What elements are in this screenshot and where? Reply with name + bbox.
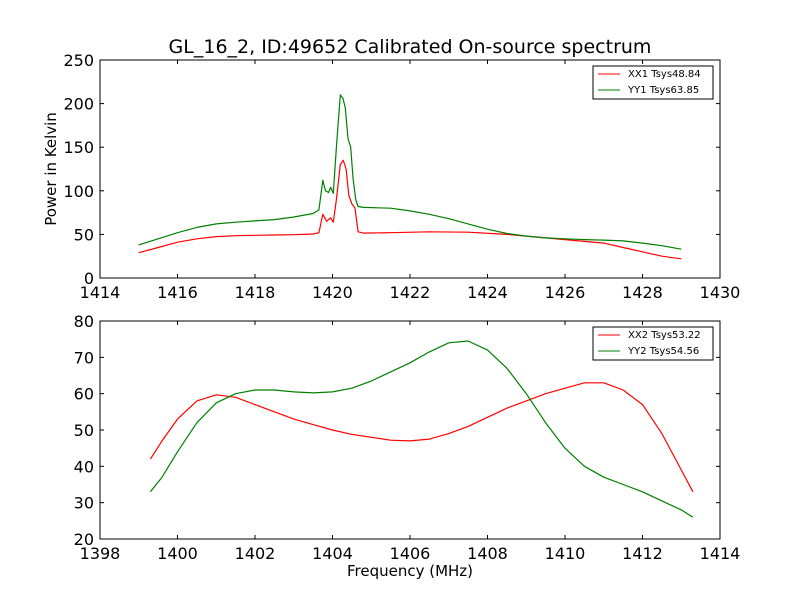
bottom-xtick-label: 1404 — [312, 544, 353, 563]
bottom-xtick-label: 1414 — [700, 544, 741, 563]
bottom-xlabel: Frequency (MHz) — [347, 562, 473, 580]
top-legend-label-2: YY1 Tsys63.85 — [627, 85, 699, 96]
bottom-xtick-label: 1410 — [545, 544, 586, 563]
bottom-xtick-label: 1402 — [235, 544, 276, 563]
top-xtick-label: 1426 — [545, 283, 586, 302]
bottom-legend-label-1: XX2 Tsys53.22 — [628, 330, 701, 341]
top-ytick-label: 100 — [63, 182, 94, 201]
top-panel: 1414 1416 1418 1420 1422 1424 1426 1428 1430 0 50 1… — [42, 51, 740, 302]
top-xtick-label: 1428 — [622, 283, 663, 302]
top-xtick-label: 1418 — [235, 283, 276, 302]
top-legend-label-1: XX1 Tsys48.84 — [628, 69, 701, 80]
top-ytick-label: 250 — [63, 51, 94, 70]
bottom-xtick-label: 1398 — [80, 544, 121, 563]
bottom-xtick-label: 1412 — [622, 544, 663, 563]
top-ytick-label: 0 — [84, 269, 94, 288]
bottom-ytick-label: 80 — [74, 312, 94, 331]
bottom-ticks: 1398 1400 1402 1404 1406 1408 1410 1412 1414 20 30… — [74, 312, 741, 563]
chart-title: GL_16_2, ID:49652 Calibrated On-source s… — [169, 36, 652, 58]
bottom-ytick-label: 50 — [74, 421, 94, 440]
top-series-line-1 — [138, 159, 682, 260]
top-xtick-label: 1414 — [80, 283, 121, 302]
top-ytick-label: 200 — [63, 95, 94, 114]
top-ytick-label: 50 — [74, 225, 94, 244]
top-xtick-label: 1416 — [157, 283, 198, 302]
bottom-plot-lines — [149, 340, 694, 518]
bottom-ytick-label: 20 — [74, 530, 94, 549]
top-ylabel: Power in Kelvin — [42, 112, 60, 226]
bottom-ytick-label: 40 — [74, 457, 94, 476]
bottom-ytick-label: 30 — [74, 494, 94, 513]
top-xtick-label: 1430 — [700, 283, 741, 302]
top-xtick-label: 1424 — [467, 283, 508, 302]
top-legend-box — [592, 65, 714, 100]
bottom-ytick-label: 70 — [74, 348, 94, 367]
top-legend: XX1 Tsys48.84 YY1 Tsys63.85 — [592, 65, 714, 100]
bottom-series-line-2 — [149, 340, 694, 518]
bottom-xtick-label: 1406 — [390, 544, 431, 563]
top-plot-lines — [138, 94, 682, 260]
bottom-xtick-label: 1400 — [157, 544, 198, 563]
bottom-legend-box — [592, 326, 714, 361]
top-ticks: 1414 1416 1418 1420 1422 1424 1426 1428 1430 0 50 1… — [63, 51, 740, 302]
top-series-line-2 — [138, 94, 682, 250]
bottom-xtick-label: 1408 — [467, 544, 508, 563]
bottom-legend-label-2: YY2 Tsys54.56 — [627, 346, 699, 357]
top-ytick-label: 150 — [63, 138, 94, 157]
top-xtick-label: 1420 — [312, 283, 353, 302]
bottom-series-line-1 — [149, 382, 694, 493]
top-xtick-label: 1422 — [390, 283, 431, 302]
bottom-ytick-label: 60 — [74, 385, 94, 404]
bottom-legend: XX2 Tsys53.22 YY2 Tsys54.56 — [592, 326, 714, 361]
bottom-panel: 1398 1400 1402 1404 1406 1408 1410 1412 1414 20 30… — [74, 312, 741, 580]
